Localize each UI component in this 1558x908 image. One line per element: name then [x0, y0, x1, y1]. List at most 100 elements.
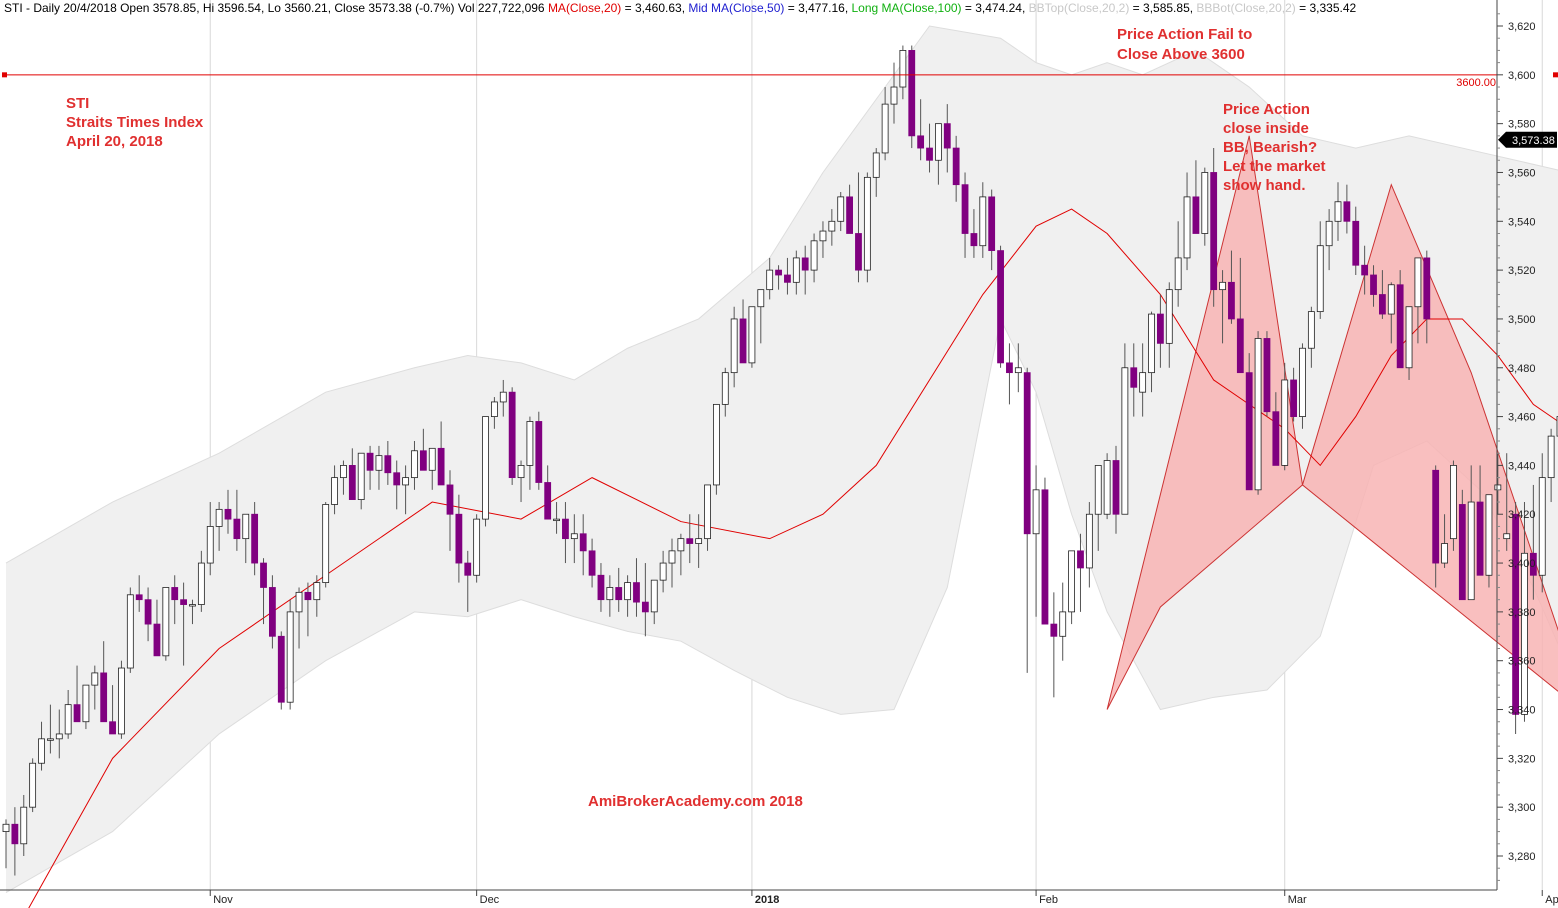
candle-body: [1228, 281, 1235, 320]
y-tick-label: 3,280: [1508, 851, 1536, 863]
y-tick-label: 3,460: [1508, 412, 1536, 424]
candle-body: [1325, 220, 1333, 247]
candle: [562, 502, 569, 564]
candle-body: [1236, 318, 1244, 374]
candle: [499, 379, 507, 417]
fail-line-1: Price Action Fail to: [1117, 26, 1252, 43]
candle-body: [526, 421, 534, 466]
candle: [473, 514, 481, 583]
candle: [1370, 265, 1377, 307]
candle: [446, 470, 454, 551]
candle: [1414, 257, 1422, 344]
candle-body: [1157, 313, 1164, 344]
candle-body: [428, 447, 436, 471]
candle: [650, 579, 658, 625]
candle: [721, 367, 729, 417]
candle-body: [375, 455, 383, 471]
candle: [331, 465, 338, 515]
candle-body: [739, 318, 747, 364]
candle-body: [1014, 367, 1022, 374]
candle: [1450, 460, 1457, 551]
y-tick-label: 3,580: [1508, 119, 1536, 131]
candle-body: [1405, 306, 1413, 369]
candle-body: [757, 289, 765, 308]
candle-body: [917, 135, 925, 149]
candle: [1014, 343, 1022, 393]
candle-body: [295, 591, 303, 613]
candle-body: [579, 533, 587, 552]
candle-body: [606, 587, 614, 601]
y-tick-label: 3,340: [1508, 705, 1536, 717]
candle: [704, 484, 711, 551]
candle-body: [935, 123, 942, 161]
candle-body: [1085, 513, 1093, 569]
chart-header: STI - Daily 20/4/2018 Open 3578.85, Hi 3…: [4, 1, 1357, 15]
level-marker-right: [1553, 72, 1558, 78]
candle: [837, 192, 845, 232]
candle: [508, 387, 516, 485]
date: 20/4/2018: [63, 1, 117, 15]
candle: [1050, 592, 1058, 698]
candle-body: [1441, 543, 1448, 564]
candle-body: [633, 582, 640, 603]
candle: [82, 684, 90, 730]
x-tick-label: 2018: [755, 894, 779, 906]
title-line-1: STI: [66, 95, 89, 112]
candle: [437, 421, 445, 486]
candle: [1236, 257, 1244, 374]
candle-body: [1494, 484, 1502, 491]
candle-body: [1387, 284, 1395, 315]
y-tick-label: 3,560: [1508, 167, 1536, 179]
candle-body: [1352, 220, 1360, 266]
candle-body: [1281, 379, 1289, 466]
candle: [988, 189, 996, 271]
candle: [1254, 331, 1262, 495]
candle: [695, 514, 703, 568]
candle-body: [766, 269, 774, 291]
candle: [641, 563, 649, 637]
candle: [286, 599, 294, 710]
candle-body: [82, 684, 90, 723]
candle: [1103, 453, 1111, 520]
candle-body: [304, 591, 312, 601]
candle: [153, 599, 161, 657]
candle-body: [784, 274, 791, 283]
candle: [970, 209, 978, 258]
lo-value: 3560.21: [284, 1, 328, 15]
y-tick-label: 3,500: [1508, 314, 1536, 326]
candle-body: [1148, 313, 1155, 374]
candle-body: [721, 372, 729, 405]
candle: [260, 558, 267, 625]
y-tick-label: 3,300: [1508, 802, 1536, 814]
candle: [1112, 445, 1120, 534]
candle: [464, 550, 472, 612]
candle: [784, 257, 791, 295]
candle-body: [890, 86, 898, 105]
candle: [1361, 245, 1369, 295]
candle-body: [1316, 245, 1324, 313]
candle: [935, 123, 942, 185]
candle: [739, 299, 747, 364]
candle-body: [1414, 257, 1422, 308]
candle-body: [1290, 379, 1297, 417]
candle-body: [1139, 372, 1147, 393]
candle: [570, 514, 578, 564]
y-tick-label: 3,360: [1508, 656, 1536, 668]
candle-body: [908, 50, 916, 137]
candle-body: [357, 452, 365, 500]
candle: [1006, 343, 1013, 405]
y-tick-label: 3,420: [1508, 509, 1536, 521]
candle: [588, 538, 596, 588]
candle: [872, 148, 880, 197]
candle-body: [1130, 367, 1138, 388]
bb-line-5: show hand.: [1223, 177, 1306, 194]
candle-body: [997, 250, 1004, 364]
candle: [748, 306, 756, 368]
close-label: Close: [334, 1, 365, 15]
candle: [1290, 367, 1297, 422]
candle: [1121, 343, 1129, 515]
candle-body: [490, 401, 498, 417]
candle: [757, 289, 765, 344]
candle: [1352, 206, 1360, 275]
candle: [828, 209, 836, 246]
